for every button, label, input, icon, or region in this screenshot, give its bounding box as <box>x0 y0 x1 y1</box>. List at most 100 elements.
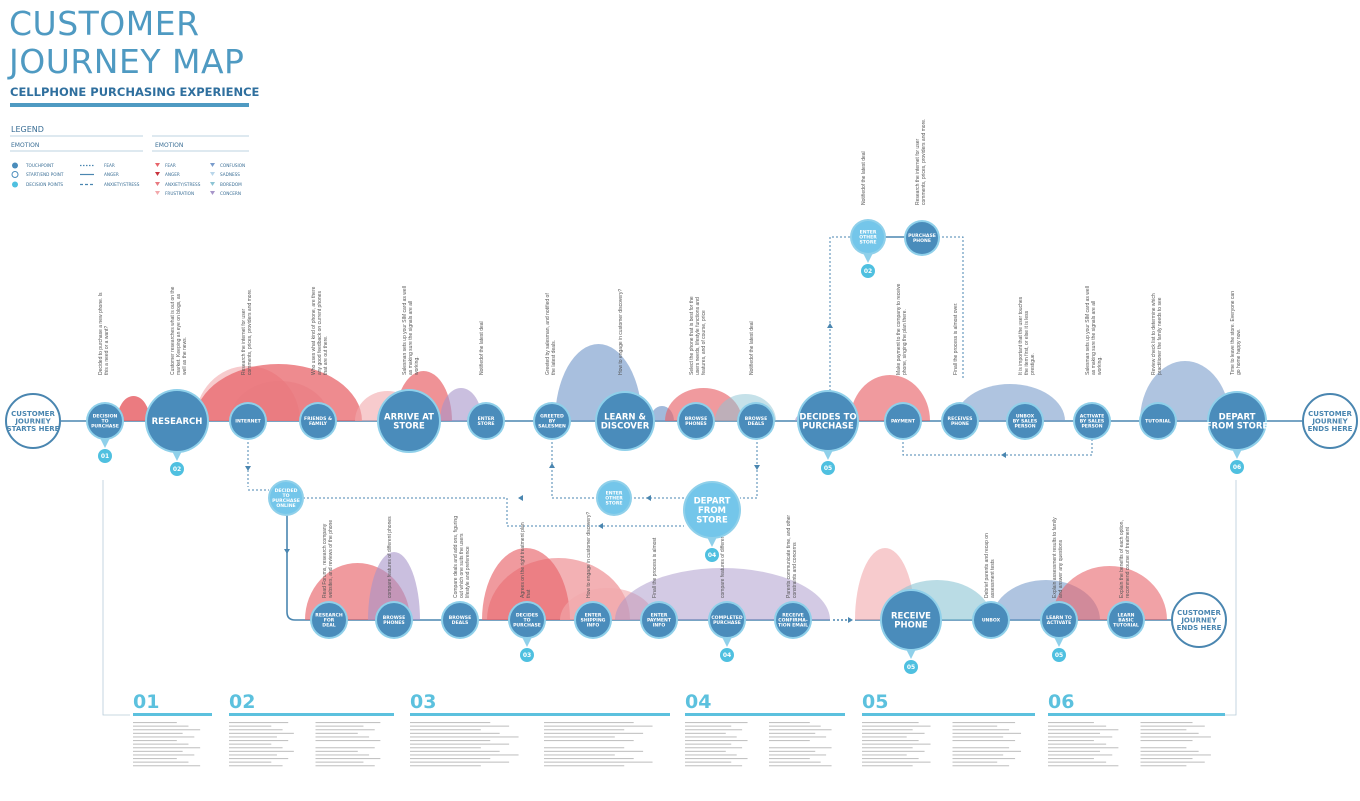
section-text-line <box>685 761 732 763</box>
section-text-line <box>315 761 364 763</box>
touchpoint-node[interactable]: BROWSE PHONES <box>677 402 715 440</box>
decision-point-number: 05 <box>1055 652 1063 659</box>
touchpoint-node[interactable]: BROWSE DEALS <box>737 402 775 440</box>
node-mid-depart-store[interactable]: DEPART FROM STORE <box>683 481 741 547</box>
branch-to-other-store-dashed <box>829 236 851 395</box>
section-text-line <box>315 736 370 738</box>
node-circle <box>776 603 810 637</box>
annotation-note: Select the phone that is best for theuse… <box>689 296 707 375</box>
journey-end-label: CUSTOMER JOURNEY ENDS HERE <box>1308 410 1353 433</box>
touchpoint-node[interactable]: TUTORIAL <box>1139 402 1177 440</box>
node-label: DEPART FROM STORE <box>694 497 731 526</box>
node-label: DECIDES TO PURCHASE <box>513 613 541 629</box>
node-circle <box>147 391 207 451</box>
section-text-line <box>1140 736 1211 738</box>
section-text-line <box>685 729 743 731</box>
node-circle <box>576 603 610 637</box>
section-text-line <box>1048 732 1101 734</box>
section-text-line <box>862 761 931 763</box>
decision-point-number: 04 <box>708 552 716 559</box>
purchase-to-receive-dashed <box>938 236 964 380</box>
section-text-line <box>544 740 634 742</box>
touchpoint-node[interactable]: UNBOX <box>972 601 1010 639</box>
touchpoint-node[interactable]: RESEARCH FOR DEAL <box>310 601 348 639</box>
section-text-line <box>1048 758 1094 760</box>
touchpoint-node[interactable]: COMPLETED PURCHASE <box>708 601 746 647</box>
touchpoint-node[interactable]: BROWSE PHONES <box>375 601 413 639</box>
node-decided-purchase-online[interactable]: DECIDED TO PURCHASE ONLINE <box>268 480 304 516</box>
section-text-line <box>229 729 283 731</box>
section-number: 04 <box>685 691 711 713</box>
section-text-line <box>862 725 931 727</box>
emotion-heart-icon <box>155 172 160 176</box>
section-text-line <box>1140 740 1193 742</box>
touchpoint-node[interactable]: LEARN BASIC TUTORIAL <box>1107 601 1145 639</box>
section-text-line <box>133 732 183 734</box>
touchpoint-node[interactable]: FRIENDS & FAMILY <box>299 402 337 440</box>
legend-line-label: ANGER <box>104 172 119 177</box>
section-text-line <box>1140 729 1187 731</box>
legend-emotion-label: CONFUSION <box>220 163 245 168</box>
touchpoint-node[interactable]: ENTER PAYMENT INFO <box>640 601 678 639</box>
section-text-line <box>1140 722 1193 724</box>
section-text-line <box>685 750 726 752</box>
legend-line-label: FEAR <box>104 163 115 168</box>
section-text-line <box>862 722 919 724</box>
emotion-arc <box>368 552 420 620</box>
touchpoint-node[interactable]: ENTER SHIPPING INFO <box>574 601 612 639</box>
node-label: UNBOX <box>982 618 1001 624</box>
node-circle <box>469 404 503 438</box>
node-circle <box>88 404 122 438</box>
annotation-note: Parents communicate time, and otherconst… <box>786 515 798 598</box>
subtitle-underline <box>10 103 249 107</box>
touchpoint-node[interactable]: DECIDES TO PURCHASE <box>797 390 859 460</box>
touchpoint-node[interactable]: DECISION TO PURCHASE <box>86 402 124 448</box>
annotation-note: Explain the benefits of each option,reco… <box>1119 520 1131 598</box>
node-label: GREETED BY SALESMEN <box>538 414 566 430</box>
section-text-line <box>769 722 810 724</box>
touchpoint-node[interactable]: UNBOX BY SALES PERSON <box>1006 402 1044 440</box>
section-bar <box>229 713 394 716</box>
annotation-note: Who uses what kind of phone, are therean… <box>311 286 329 375</box>
touchpoint-node[interactable]: RECEIVE CONFIRMA-TION EMAIL <box>774 601 812 639</box>
section-text-line <box>952 747 1010 749</box>
section-text-line <box>229 725 272 727</box>
touchpoint-node[interactable]: BROWSE DEALS <box>441 601 479 639</box>
touchpoint-node[interactable]: RECEIVES PHONE <box>941 402 979 440</box>
touchpoint-node[interactable]: GREETED BY SALESMEN <box>533 402 571 440</box>
touchpoint-node[interactable]: ENTER STORE <box>467 402 505 440</box>
annotation-note: Greeted by salesman, and notified ofthe … <box>545 293 557 375</box>
emotion-heart-icon <box>210 191 215 195</box>
touchpoint-node[interactable]: RESEARCH <box>145 389 209 461</box>
touchpoint-node[interactable]: RECEIVE PHONE <box>880 589 942 659</box>
start-end-marker-icon <box>11 171 19 178</box>
touchpoint-node[interactable]: INTERNET <box>229 402 267 440</box>
touchpoint-node[interactable]: ACTIVATE BY SALES PERSON <box>1073 402 1111 440</box>
touchpoint-node[interactable]: ARRIVE AT STORE <box>377 389 441 453</box>
node-mid-enter-other-store[interactable]: ENTER OTHER STORE <box>596 480 632 516</box>
legend-emotion-label: FRUSTRATION <box>165 191 194 196</box>
touchpoint-node[interactable]: DECIDES TO PURCHASE <box>508 601 546 647</box>
node-label: ENTER SHIPPING INFO <box>581 613 606 629</box>
section-text-line <box>952 754 1004 756</box>
section-number: 06 <box>1048 691 1074 713</box>
decision-point-badge <box>1052 648 1066 662</box>
annotation-note: Customer researches what is out on thema… <box>170 286 188 375</box>
touchpoint-node[interactable]: PAYMENT <box>884 402 922 440</box>
section-number: 03 <box>410 691 436 713</box>
node-label: BROWSE DEALS <box>449 615 471 626</box>
branch-node-purchase-phone[interactable]: PURCHASE PHONE <box>904 220 940 256</box>
touchpoint-node[interactable]: LEARN & DISCOVER <box>595 391 655 451</box>
section-text-line <box>315 754 370 756</box>
arrow-down-icon <box>284 549 290 554</box>
section-text-line <box>1048 722 1094 724</box>
branch-node-enter-other-store[interactable]: ENTER OTHER STORE <box>850 219 886 263</box>
section-text-line <box>769 732 816 734</box>
deals-to-depart-dashed <box>740 438 758 499</box>
touchpoint-node[interactable]: DEPART FROM STORE <box>1206 391 1269 459</box>
section-text-line <box>1140 765 1187 767</box>
legend-emotion-label: BOREDOM <box>220 182 242 187</box>
touchpoint-node[interactable]: LEARN TO ACTIVATE <box>1040 601 1078 647</box>
decision-point-badge <box>520 648 534 662</box>
